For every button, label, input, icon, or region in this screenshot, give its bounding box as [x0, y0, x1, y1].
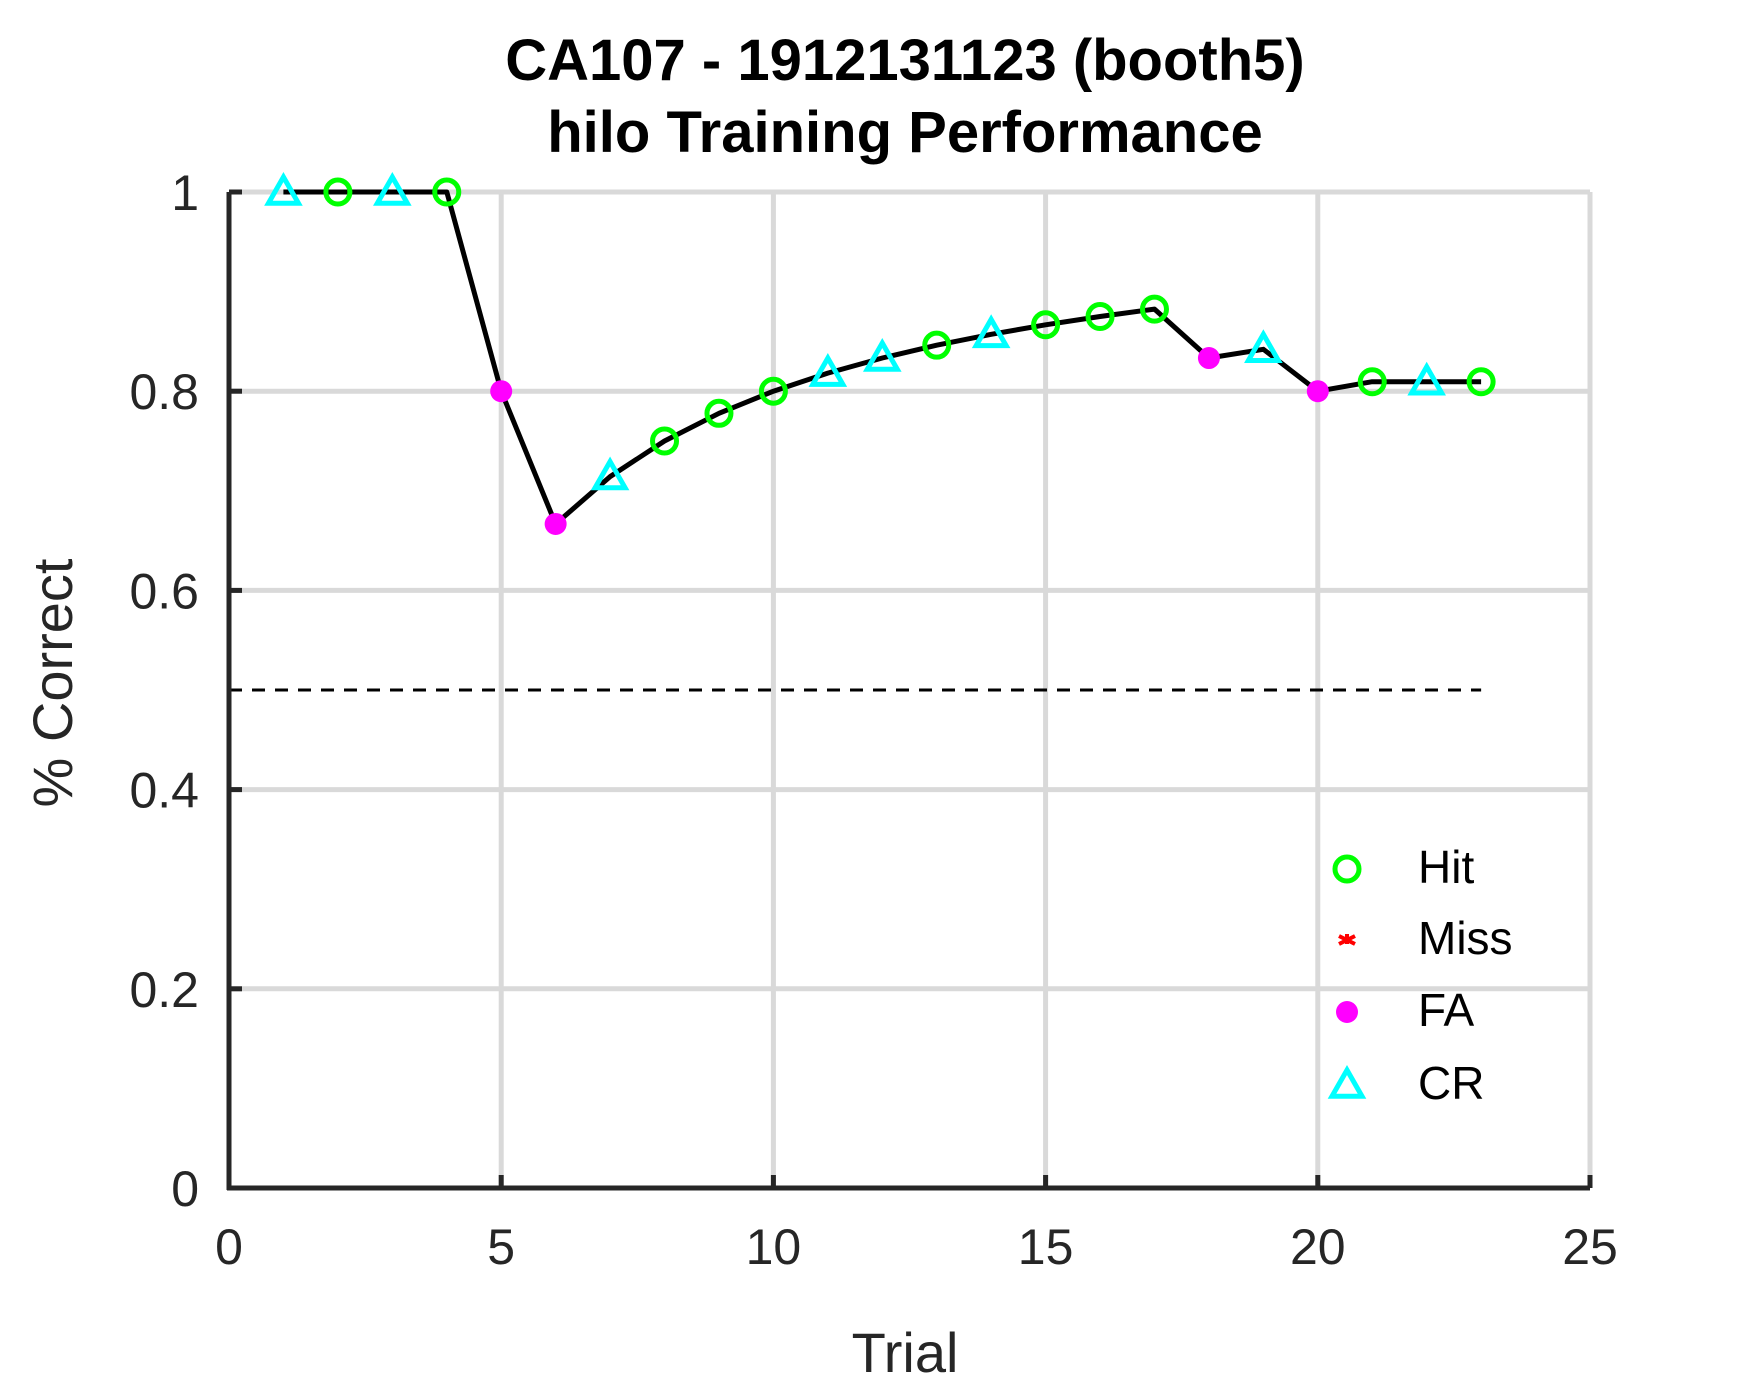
y-tick-label: 1 [171, 165, 199, 221]
data-point-hit [758, 376, 788, 406]
legend-entry-fa: FA [1336, 984, 1475, 1036]
y-tick-label: 0 [171, 1161, 199, 1217]
data-point-cr [971, 314, 1011, 349]
trial-markers [264, 171, 1496, 535]
chart-title: CA107 - 1912131123 (booth5) [505, 28, 1304, 93]
data-point-fa [490, 380, 513, 403]
legend-marker-fa [1336, 1001, 1358, 1023]
legend-entry-hit: Hit [1332, 841, 1474, 893]
data-point-fa [1197, 347, 1220, 370]
x-tick-label: 10 [746, 1219, 802, 1275]
data-point-hit [704, 398, 734, 428]
legend-label: Hit [1418, 841, 1474, 893]
data-point-cr [1244, 329, 1283, 364]
data-point-hit [1357, 367, 1387, 397]
performance-line [283, 189, 1482, 527]
y-tick-label: 0.6 [129, 563, 199, 619]
data-point-hit [323, 177, 353, 207]
y-tick-label: 0.8 [129, 364, 199, 420]
data-point-hit [432, 177, 462, 207]
legend-entry-miss: Miss [1338, 912, 1513, 964]
data-point-cr [862, 337, 902, 372]
data-point-cr [373, 171, 412, 206]
legend-marker-cr [1327, 1064, 1367, 1099]
data-point-fa [1306, 380, 1329, 403]
data-point-hit [1085, 302, 1115, 331]
data-point-hit [1139, 294, 1169, 324]
data-point-hit [1031, 310, 1061, 340]
tick-labels: 0 5 10 15 20 25 0 0.2 0.4 0.6 0.8 1 [129, 165, 1617, 1275]
y-tick-label: 0.2 [129, 962, 199, 1018]
data-point-cr [264, 171, 303, 206]
data-point-cr [1407, 361, 1446, 396]
legend: Hit Miss FA CR [1327, 841, 1513, 1109]
chart-subtitle: hilo Training Performance [547, 100, 1262, 165]
legend-label: Miss [1418, 912, 1513, 964]
x-tick-label: 0 [215, 1219, 243, 1275]
x-tick-label: 25 [1562, 1219, 1618, 1275]
x-tick-label: 20 [1290, 1219, 1346, 1275]
x-tick-label: 5 [487, 1219, 515, 1275]
data-point-cr [590, 456, 630, 491]
x-axis-label: Trial [852, 1321, 959, 1378]
data-point-hit [1466, 367, 1496, 397]
legend-entry-cr: CR [1327, 1057, 1484, 1109]
x-tick-label: 15 [1018, 1219, 1074, 1275]
data-point-fa [544, 512, 567, 535]
data-point-hit [922, 330, 952, 360]
data-point-cr [808, 353, 848, 387]
legend-marker-hit [1332, 854, 1362, 884]
legend-marker-miss [1338, 934, 1356, 946]
data-point-hit [650, 426, 680, 456]
y-tick-label: 0.4 [129, 763, 199, 819]
legend-label: FA [1418, 984, 1475, 1036]
y-axis-label: % Correct [21, 558, 84, 807]
axes [226, 189, 1593, 1191]
legend-label: CR [1418, 1057, 1484, 1109]
